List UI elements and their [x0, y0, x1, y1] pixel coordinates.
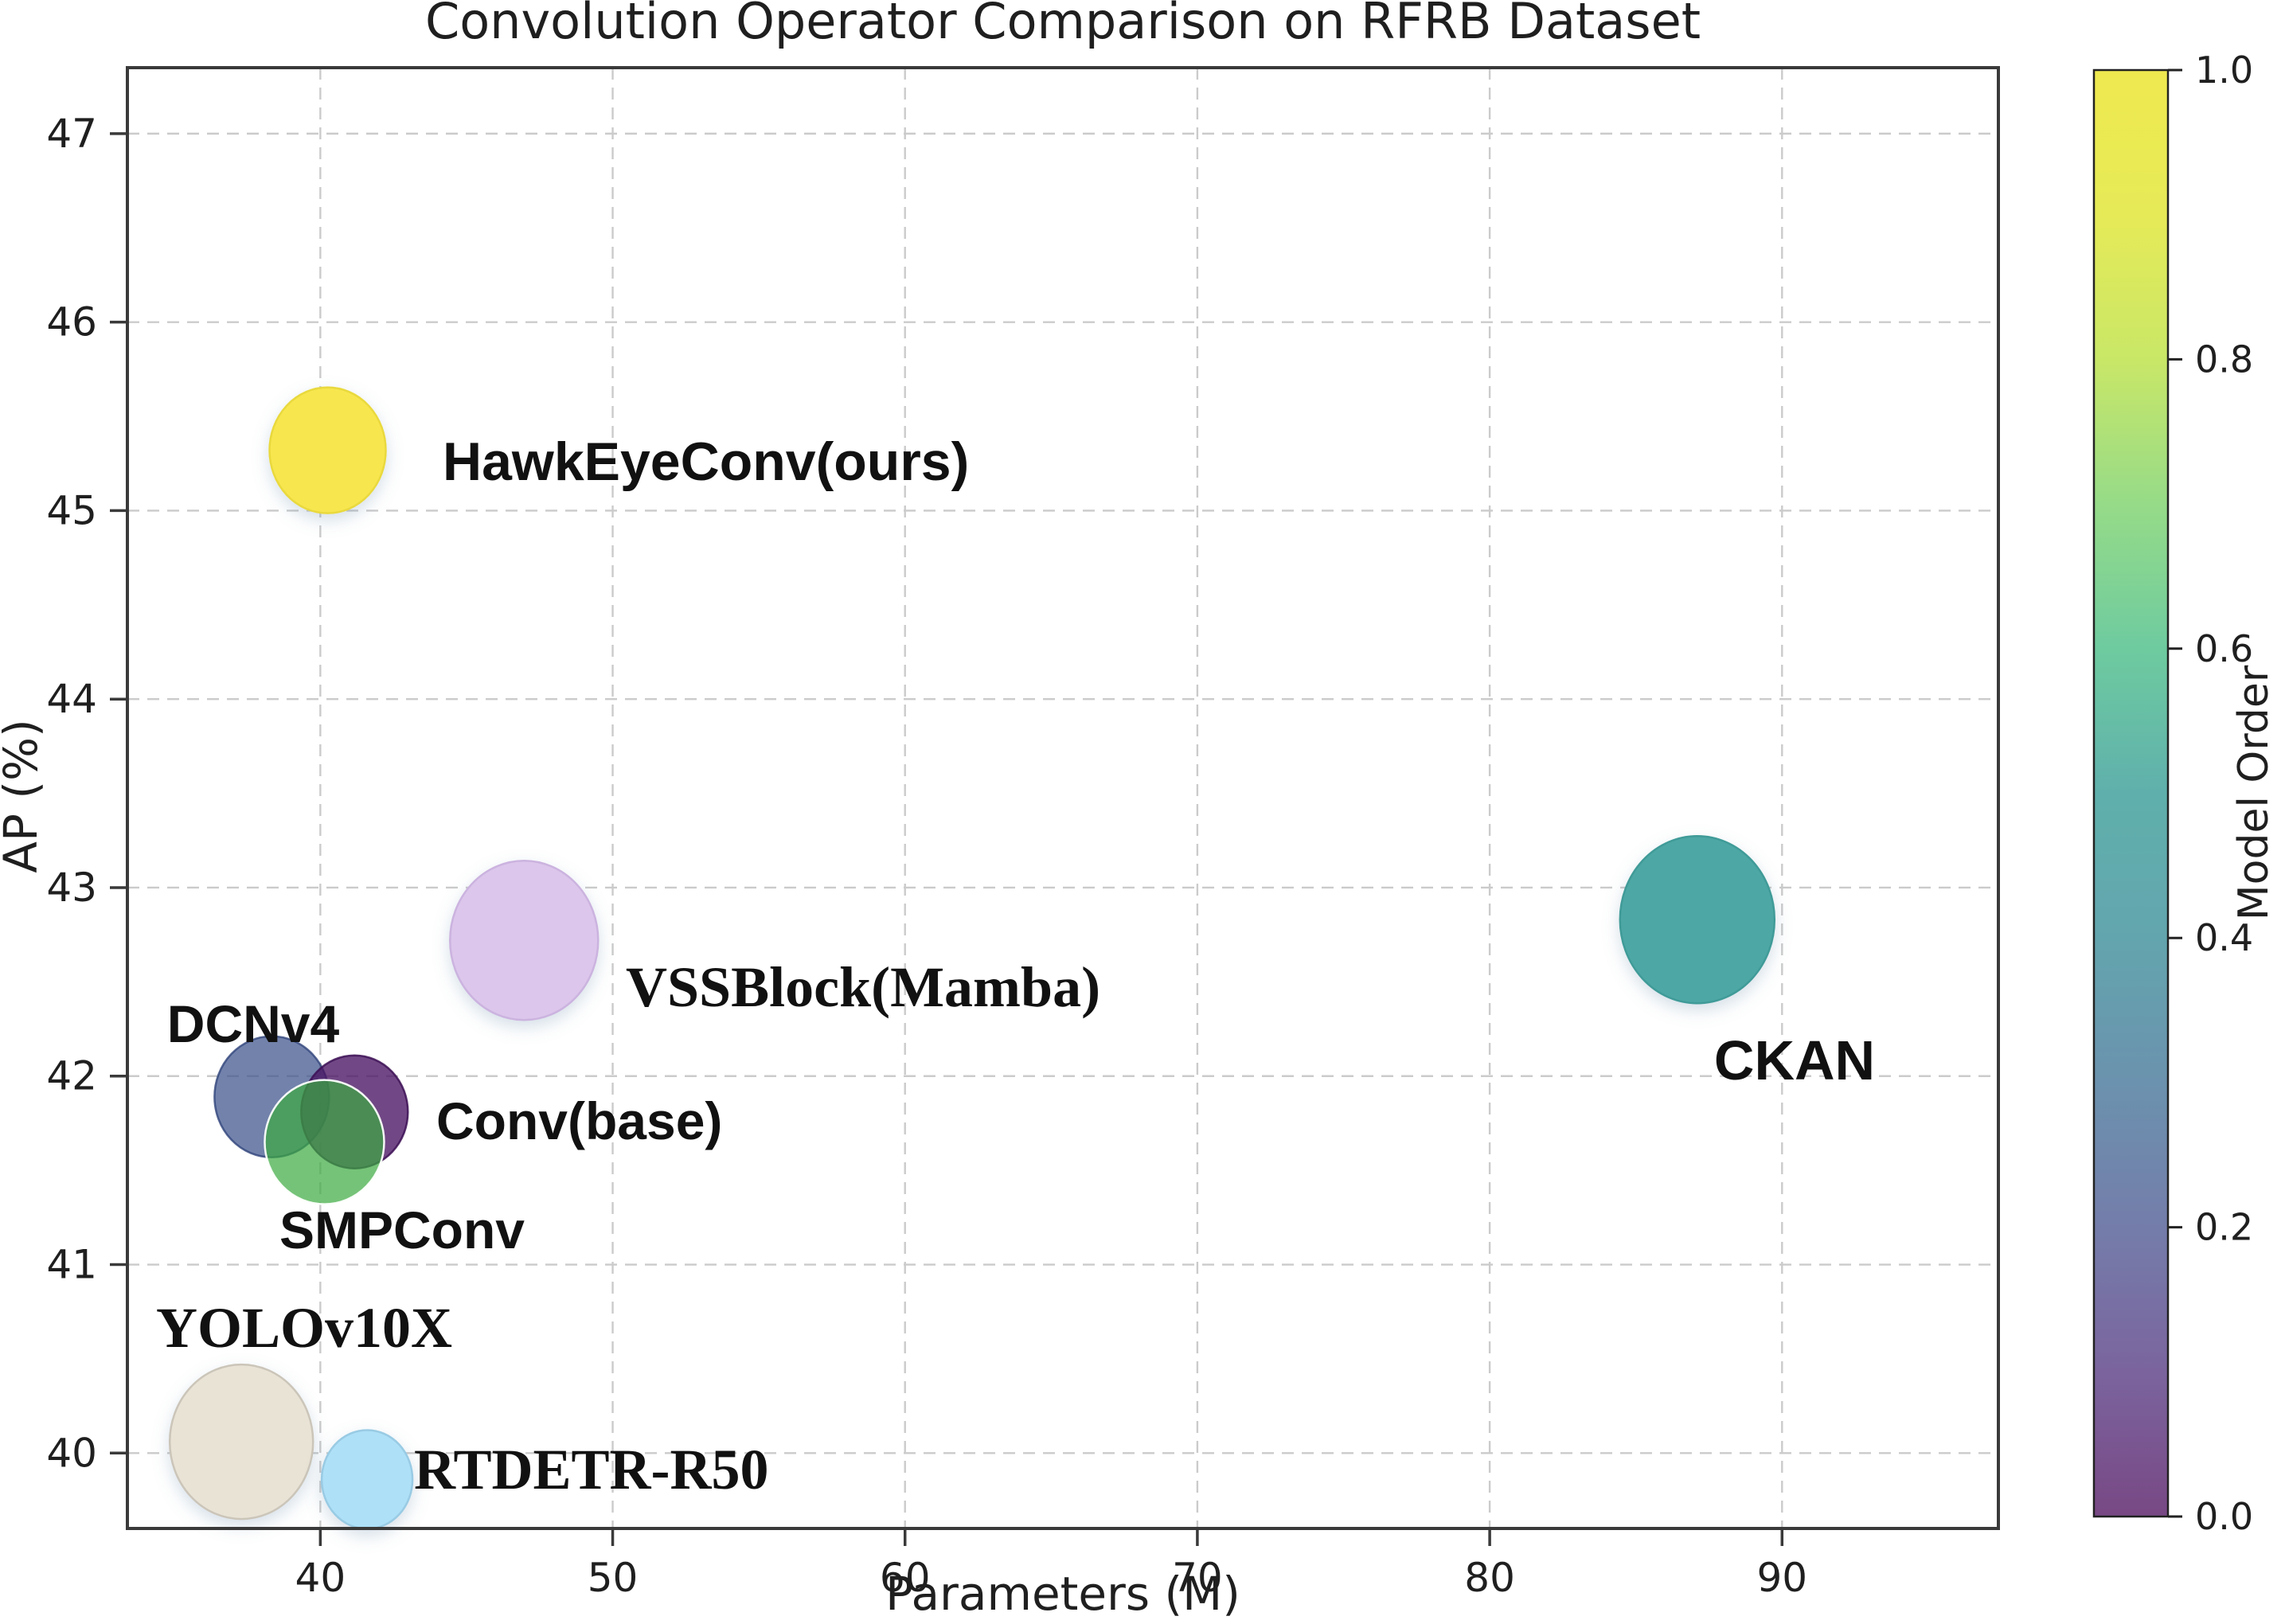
- y-tick-label-40: 40: [46, 1430, 97, 1476]
- bubble-label-dcnv4: DCNv4: [167, 994, 340, 1053]
- bubble-label-smpconv: SMPConv: [279, 1200, 525, 1259]
- y-axis-label: AP (%): [0, 719, 48, 873]
- x-tick-label-70: 70: [1172, 1555, 1223, 1601]
- y-tick-label-43: 43: [46, 865, 97, 911]
- colorbar-tick-label-0.4: 0.4: [2195, 916, 2253, 959]
- x-tick-label-60: 60: [880, 1555, 931, 1601]
- chart-title: Convolution Operator Comparison on RFRB …: [425, 0, 1701, 50]
- y-tick-label-41: 41: [46, 1242, 97, 1288]
- y-tick-label-46: 46: [46, 299, 97, 345]
- bubble-vssblock-mamba: [449, 860, 600, 1021]
- bubble-smpconv: [264, 1079, 385, 1205]
- colorbar-tick-label-1.0: 1.0: [2195, 49, 2253, 92]
- axis-layer: 40 50 60 70 80 90 40 41 42 43 44 45 46 47: [46, 66, 2000, 1601]
- bubble-layer: [168, 386, 1776, 1530]
- bubble-hawkeyeconv-ours: [268, 386, 387, 514]
- x-tick-label-40: 40: [295, 1555, 346, 1601]
- bubble-yolov10x: [168, 1363, 314, 1521]
- bubble-label-vssblock-mamba: VSSBlock(Mamba): [626, 955, 1100, 1019]
- x-axis-label: Parameters (M): [885, 1567, 1240, 1621]
- bubble-label-conv-base: Conv(base): [436, 1091, 722, 1150]
- colorbar-tick-label-0.8: 0.8: [2195, 338, 2253, 381]
- colorbar-label: Model Order: [2230, 665, 2278, 920]
- colorbar-tick-label-0.6: 0.6: [2195, 627, 2253, 670]
- plot-border: [126, 66, 2000, 1530]
- colorbar-layer: 0.0 0.2 0.4 0.6 0.8 1.0: [2092, 49, 2253, 1538]
- x-tick-label-50: 50: [588, 1555, 639, 1601]
- y-tick-label-44: 44: [46, 676, 97, 722]
- y-tick-label-45: 45: [46, 487, 97, 533]
- grid-layer: [127, 68, 1998, 1528]
- bubble-label-yolov10x: YOLOv10X: [156, 1296, 452, 1360]
- bubble-label-hawkeyeconv-ours: HawkEyeConv(ours): [443, 431, 969, 492]
- colorbar-tick-label-0.2: 0.2: [2195, 1206, 2253, 1249]
- bubble-label-rtdetr-r50: RTDETR-R50: [414, 1438, 769, 1501]
- colorbar-tick-label-0.0: 0.0: [2195, 1495, 2253, 1538]
- y-tick-label-42: 42: [46, 1053, 97, 1099]
- x-tick-label-90: 90: [1756, 1555, 1807, 1601]
- colorbar-gradient: [2092, 68, 2170, 1518]
- y-tick-label-47: 47: [46, 111, 97, 157]
- bubble-ckan: [1619, 834, 1776, 1005]
- x-tick-label-80: 80: [1464, 1555, 1515, 1601]
- bubble-label-ckan: CKAN: [1714, 1029, 1875, 1091]
- annotation-layer: HawkEyeConv(ours) VSSBlock(Mamba) CKAN DCNv…: [156, 431, 1875, 1501]
- bubble-rtdetr-r50: [320, 1429, 414, 1530]
